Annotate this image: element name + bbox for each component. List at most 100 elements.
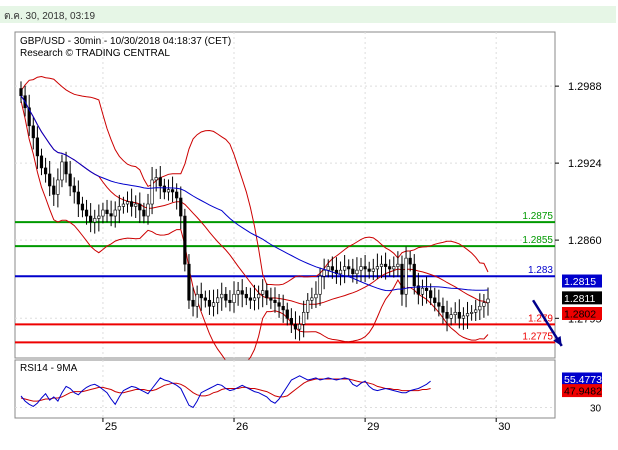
candle-body-22 [109, 213, 113, 217]
candle-body-8 [52, 185, 56, 195]
candle-body-91 [392, 266, 396, 270]
price-tags: 1.2815 1.2811 1.2802 [562, 274, 602, 320]
candle-body-88 [379, 263, 384, 267]
moving-average [20, 95, 489, 292]
candle-body-5 [39, 155, 44, 169]
candle-body-39 [179, 197, 183, 217]
candle-body-82 [355, 269, 359, 275]
candle-body-42 [191, 299, 195, 307]
candle-body-110 [470, 311, 474, 314]
candle-body-33 [154, 177, 158, 181]
candle-body-13 [72, 185, 76, 193]
rsi-tick-label-0: 30 [590, 403, 602, 414]
price-levels: 1.2875 1.2855 1.283 1.279 1.2775 [15, 211, 555, 344]
candle-body-84 [363, 266, 367, 270]
rsi-lines [20, 375, 431, 409]
candle-body-64 [281, 305, 285, 311]
candle-body-53 [236, 290, 240, 295]
candle-body-50 [224, 293, 228, 301]
candle-body-16 [84, 209, 89, 217]
candle-body-40 [183, 215, 187, 265]
bollinger-upper [20, 75, 489, 286]
rsi-line [20, 375, 431, 409]
candle-body-104 [445, 311, 449, 319]
rsi-tag-label-1: 47.9482 [564, 386, 602, 398]
candle-body-35 [162, 185, 166, 193]
candle-body-90 [388, 266, 392, 270]
candle-body-43 [195, 293, 199, 307]
candle-body-74 [322, 269, 326, 277]
candle-body-107 [457, 311, 461, 319]
candle-body-61 [269, 297, 273, 301]
arrow-head [553, 336, 562, 346]
candle-body-19 [97, 215, 101, 219]
candle-body-80 [347, 266, 351, 270]
candle-body-46 [207, 299, 212, 307]
timestamp-bar: ต.ค. 30, 2018, 03:19 [0, 6, 616, 23]
candle-body-109 [465, 313, 470, 317]
candle-body-70 [306, 299, 310, 313]
candle-body-111 [474, 309, 478, 313]
level-label-1: 1.2855 [522, 235, 553, 246]
candle-body-14 [76, 191, 80, 205]
timestamp: ต.ค. 30, 2018, 03:19 [4, 11, 96, 22]
candle-body-112 [478, 305, 482, 311]
candle-body-31 [146, 203, 150, 217]
candle-body-89 [383, 263, 388, 267]
candle-body-21 [105, 209, 109, 214]
candle-body-79 [343, 266, 347, 271]
level-label-3: 1.279 [528, 313, 553, 324]
candle-body-114 [486, 298, 490, 303]
price-tag-bg-1 [562, 291, 602, 305]
candle-body-17 [89, 215, 93, 223]
price-panel [14, 31, 556, 359]
candle-body-60 [265, 290, 269, 299]
candle-body-3 [31, 125, 35, 139]
candle-body-49 [220, 293, 224, 299]
candle-body-105 [449, 314, 453, 319]
candle-body-32 [150, 179, 154, 205]
candle-body-28 [134, 203, 138, 207]
candle-body-62 [273, 299, 277, 303]
x-tick-label-3: 30 [498, 421, 510, 433]
level-label-4: 1.2775 [522, 331, 553, 342]
chart-subtitle: Research © TRADING CENTRAL [20, 48, 170, 59]
price-tag-label-1: 1.2811 [564, 293, 595, 305]
candle-body-97 [416, 285, 420, 295]
candle-body-4 [35, 137, 39, 157]
candle-body-102 [437, 302, 441, 307]
candle-body-36 [166, 189, 171, 193]
candle-body-0 [19, 88, 23, 97]
candle-body-47 [211, 302, 216, 307]
candle-body-103 [441, 305, 445, 313]
candle-body-96 [412, 263, 416, 287]
candle-body-106 [453, 311, 457, 315]
rsi-panel [14, 359, 556, 419]
candle-body-56 [248, 297, 253, 301]
price-tag-label-2: 1.2802 [564, 308, 596, 320]
candle-body-29 [138, 203, 142, 211]
rsi-tag-bg-0 [562, 372, 602, 386]
candle-body-71 [310, 297, 314, 301]
candle-body-44 [199, 293, 203, 299]
candle-body-54 [240, 290, 244, 295]
candle-body-93 [400, 263, 404, 295]
price-tick-label-2: 1.2860 [568, 235, 602, 247]
candle-body-37 [170, 189, 175, 193]
level-label-0: 1.2875 [522, 211, 553, 222]
candle-body-65 [285, 309, 289, 319]
x-tick-label-1: 26 [236, 421, 248, 433]
price-tag-bg-0 [562, 274, 602, 288]
candle-body-9 [56, 179, 60, 195]
x-axis: 25 26 29 30 [102, 418, 510, 433]
candle-body-45 [203, 297, 207, 301]
candle-body-55 [244, 293, 248, 299]
x-tick-label-2: 29 [367, 421, 379, 433]
candle-body-10 [60, 161, 64, 181]
candle-body-27 [130, 201, 134, 207]
rsi-tag-bg-1 [562, 384, 602, 398]
candle-body-59 [261, 290, 265, 295]
candle-body-68 [297, 324, 302, 330]
candle-body-58 [256, 293, 261, 299]
candle-body-38 [175, 191, 179, 199]
